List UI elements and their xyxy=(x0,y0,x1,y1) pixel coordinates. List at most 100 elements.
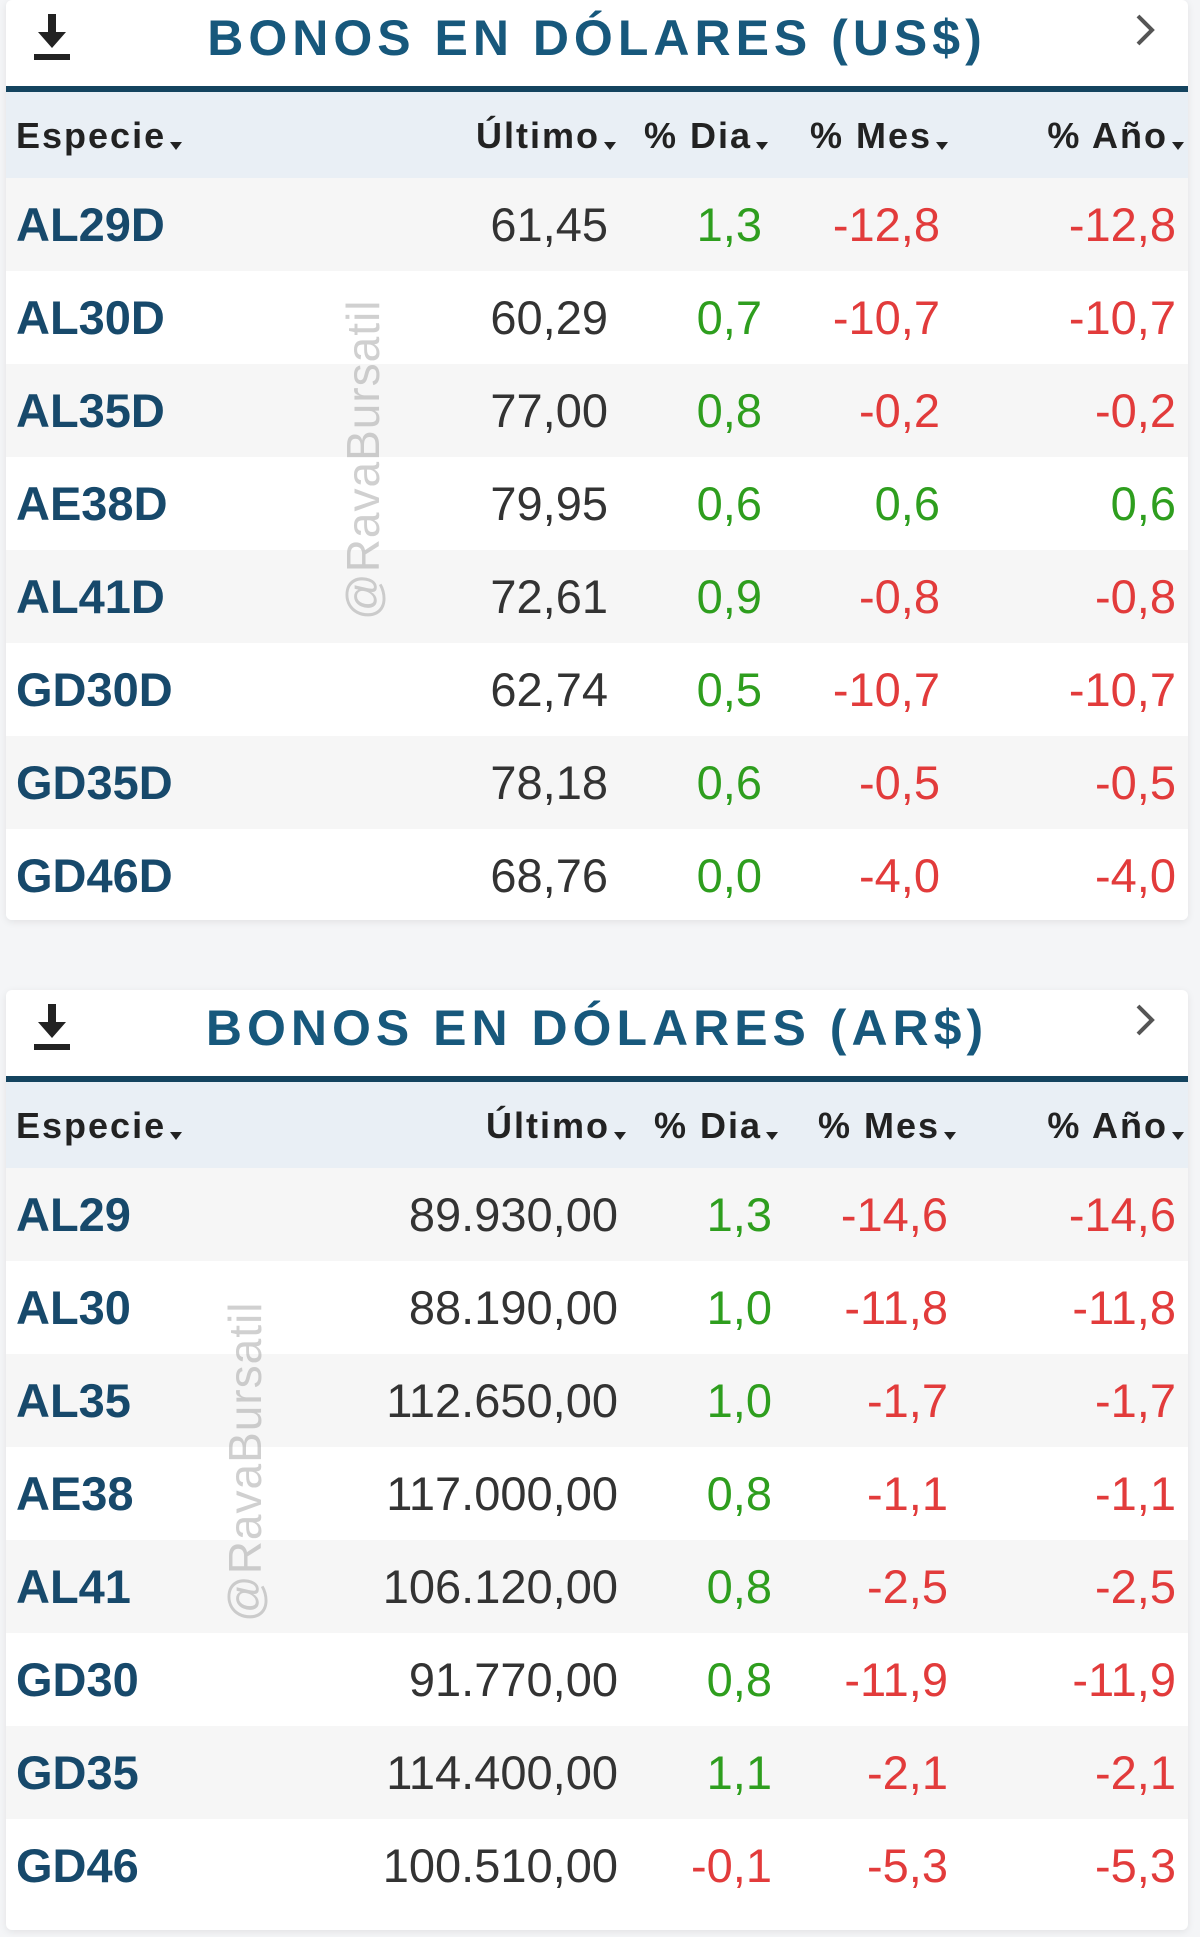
daily-change-cell: 1,3 xyxy=(706,1188,772,1241)
table-body: AL29 89.930,00 1,3 -14,6 -14,6 AL30 88.190,00 1… xyxy=(6,1168,1188,1912)
sort-mes[interactable]: % Mes xyxy=(818,1104,956,1148)
yearly-change-cell: -0,2 xyxy=(1095,384,1176,437)
ticker-cell[interactable]: AL29 xyxy=(16,1188,131,1241)
download-icon[interactable] xyxy=(30,12,74,62)
last-price-cell: 77,00 xyxy=(490,384,608,437)
yearly-change-cell: -2,1 xyxy=(1095,1746,1176,1799)
download-icon[interactable] xyxy=(30,1002,74,1052)
yearly-change-cell: -5,3 xyxy=(1095,1839,1176,1892)
last-price-cell: 89.930,00 xyxy=(408,1188,618,1241)
bonds-usd-panel: BONOS EN DÓLARES (US$) Especie Último % … xyxy=(6,0,1188,920)
monthly-change-cell: -10,7 xyxy=(832,291,940,344)
table-row[interactable]: GD30 91.770,00 0,8 -11,9 -11,9 xyxy=(6,1633,1188,1726)
ticker-cell[interactable]: AL35 xyxy=(16,1374,131,1427)
last-price-cell: 100.510,00 xyxy=(382,1839,618,1892)
monthly-change-cell: -2,5 xyxy=(867,1560,948,1613)
ticker-cell[interactable]: GD30D xyxy=(16,663,173,716)
last-price-cell: 106.120,00 xyxy=(382,1560,618,1613)
ticker-cell[interactable]: AE38 xyxy=(16,1467,134,1520)
yearly-change-cell: -0,8 xyxy=(1095,570,1176,623)
column-label: % Dia xyxy=(653,1105,762,1146)
table-row[interactable]: AL30 88.190,00 1,0 -11,8 -11,8 xyxy=(6,1261,1188,1354)
panel-header: BONOS EN DÓLARES (US$) xyxy=(6,0,1188,92)
last-price-cell: 79,95 xyxy=(490,477,608,530)
monthly-change-cell: -11,9 xyxy=(844,1653,948,1706)
yearly-change-cell: -11,8 xyxy=(1072,1281,1176,1334)
caret-down-icon xyxy=(170,1132,183,1140)
table-row[interactable]: AE38D 79,95 0,6 0,6 0,6 xyxy=(6,457,1188,550)
ticker-cell[interactable]: AE38D xyxy=(16,477,168,530)
last-price-cell: 78,18 xyxy=(490,756,608,809)
ticker-cell[interactable]: AL30 xyxy=(16,1281,131,1334)
last-price-cell: 91.770,00 xyxy=(408,1653,618,1706)
caret-down-icon xyxy=(766,1132,778,1140)
last-price-cell: 61,45 xyxy=(490,198,608,251)
last-price-cell: 60,29 xyxy=(490,291,608,344)
sort-ano[interactable]: % Año xyxy=(1047,114,1184,158)
ticker-cell[interactable]: GD46D xyxy=(16,849,173,902)
panel-title: BONOS EN DÓLARES (AR$) xyxy=(205,1000,989,1056)
monthly-change-cell: -14,6 xyxy=(840,1188,948,1241)
table-row[interactable]: GD46D 68,76 0,0 -4,0 -4,0 xyxy=(6,829,1188,920)
caret-down-icon xyxy=(936,142,948,150)
column-label: Especie xyxy=(16,115,167,156)
sort-ultimo[interactable]: Último xyxy=(476,114,616,158)
monthly-change-cell: -1,1 xyxy=(867,1467,948,1520)
sort-mes[interactable]: % Mes xyxy=(810,114,948,158)
last-price-cell: 88.190,00 xyxy=(408,1281,618,1334)
yearly-change-cell: -12,8 xyxy=(1068,198,1176,251)
ticker-cell[interactable]: GD30 xyxy=(16,1653,139,1706)
ticker-cell[interactable]: AL29D xyxy=(16,198,165,251)
monthly-change-cell: -0,8 xyxy=(859,570,940,623)
caret-down-icon xyxy=(944,1132,956,1140)
monthly-change-cell: -0,2 xyxy=(859,384,940,437)
sort-ano[interactable]: % Año xyxy=(1047,1104,1184,1148)
ticker-cell[interactable]: AL35D xyxy=(16,384,165,437)
daily-change-cell: 0,8 xyxy=(706,1653,772,1706)
ticker-cell[interactable]: AL41 xyxy=(16,1560,131,1613)
monthly-change-cell: -1,7 xyxy=(867,1374,948,1427)
panel-title: BONOS EN DÓLARES (US$) xyxy=(207,10,987,66)
table-column-header: Especie Último % Dia % Mes % Año xyxy=(6,92,1188,178)
table-row[interactable]: AL41 106.120,00 0,8 -2,5 -2,5 xyxy=(6,1540,1188,1633)
column-label: % Año xyxy=(1047,1105,1168,1146)
monthly-change-cell: -10,7 xyxy=(832,663,940,716)
table-row[interactable]: AL30D 60,29 0,7 -10,7 -10,7 xyxy=(6,271,1188,364)
ticker-cell[interactable]: GD46 xyxy=(16,1839,139,1892)
sort-dia[interactable]: % Dia xyxy=(644,114,768,158)
table-row[interactable]: AE38 117.000,00 0,8 -1,1 -1,1 xyxy=(6,1447,1188,1540)
daily-change-cell: 1,0 xyxy=(706,1374,772,1427)
column-label: Último xyxy=(476,115,600,156)
caret-down-icon xyxy=(614,1132,626,1140)
table-row[interactable]: GD35D 78,18 0,6 -0,5 -0,5 xyxy=(6,736,1188,829)
ticker-cell[interactable]: GD35 xyxy=(16,1746,139,1799)
yearly-change-cell: -4,0 xyxy=(1095,849,1176,902)
table-row[interactable]: AL29 89.930,00 1,3 -14,6 -14,6 xyxy=(6,1168,1188,1261)
ticker-cell[interactable]: AL41D xyxy=(16,570,165,623)
monthly-change-cell: -11,8 xyxy=(844,1281,948,1334)
sort-especie[interactable]: Especie xyxy=(16,114,183,158)
table-row[interactable]: AL29D 61,45 1,3 -12,8 -12,8 xyxy=(6,178,1188,271)
table-row[interactable]: GD46 100.510,00 -0,1 -5,3 -5,3 xyxy=(6,1819,1188,1912)
table-row[interactable]: GD35 114.400,00 1,1 -2,1 -2,1 xyxy=(6,1726,1188,1819)
chevron-right-icon[interactable] xyxy=(1130,1000,1160,1040)
daily-change-cell: 0,9 xyxy=(696,570,762,623)
monthly-change-cell: -5,3 xyxy=(867,1839,948,1892)
last-price-cell: 72,61 xyxy=(490,570,608,623)
daily-change-cell: 0,7 xyxy=(696,291,762,344)
last-price-cell: 112.650,00 xyxy=(386,1374,618,1427)
table-row[interactable]: AL41D 72,61 0,9 -0,8 -0,8 xyxy=(6,550,1188,643)
table-row[interactable]: GD30D 62,74 0,5 -10,7 -10,7 xyxy=(6,643,1188,736)
ticker-cell[interactable]: AL30D xyxy=(16,291,165,344)
yearly-change-cell: -10,7 xyxy=(1068,663,1176,716)
ticker-cell[interactable]: GD35D xyxy=(16,756,173,809)
chevron-right-icon[interactable] xyxy=(1130,10,1160,50)
sort-ultimo[interactable]: Último xyxy=(486,1104,626,1148)
caret-down-icon xyxy=(170,142,183,150)
sort-dia[interactable]: % Dia xyxy=(654,1104,778,1148)
table-row[interactable]: AL35 112.650,00 1,0 -1,7 -1,7 xyxy=(6,1354,1188,1447)
caret-down-icon xyxy=(604,142,616,150)
sort-especie[interactable]: Especie xyxy=(16,1104,183,1148)
table-body: AL29D 61,45 1,3 -12,8 -12,8 AL30D 60,29 0,7 -10,… xyxy=(6,178,1188,920)
table-row[interactable]: AL35D 77,00 0,8 -0,2 -0,2 xyxy=(6,364,1188,457)
